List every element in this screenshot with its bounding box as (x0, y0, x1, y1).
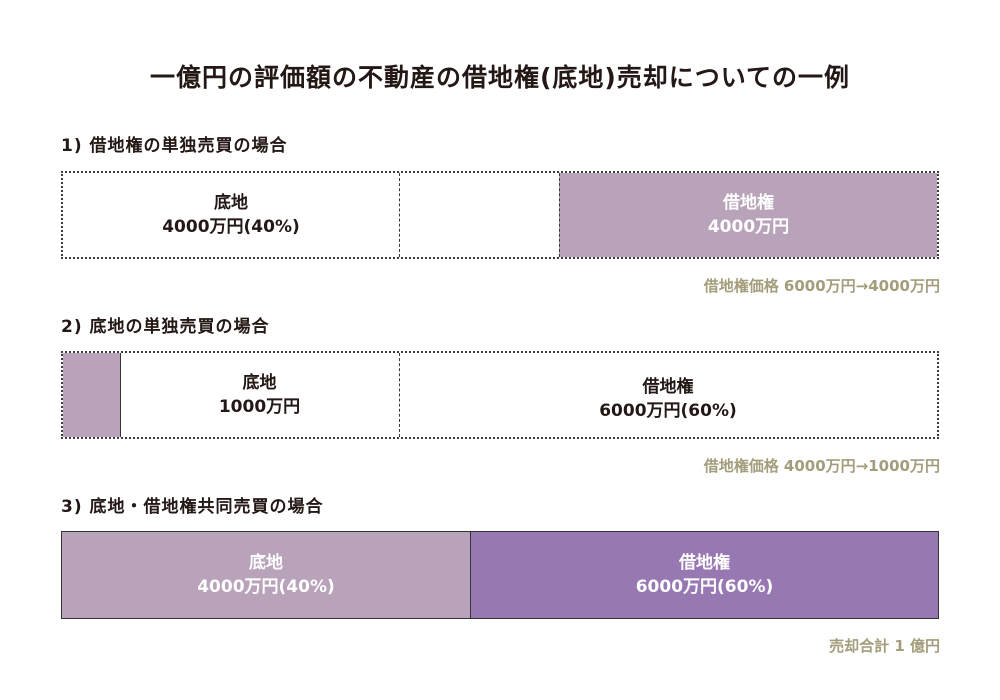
case1-heading: 1) 借地権の単独売買の場合 (61, 136, 288, 156)
case3-heading: 3) 底地・借地権共同売買の場合 (61, 497, 324, 517)
case2-bar: 底地 1000万円 借地権 6000万円(60%) (61, 351, 939, 439)
case3-leasehold-segment: 借地権 6000万円(60%) (470, 532, 938, 618)
case2-leasehold-segment: 借地権 6000万円(60%) (399, 353, 937, 437)
case1-note: 借地権価格 6000万円→4000万円 (703, 277, 940, 295)
case1-leasehold-label: 借地権 (723, 193, 774, 213)
case3-leasehold-label: 借地権 (679, 553, 730, 573)
case2-divider (399, 353, 400, 437)
case2-land-segment: 底地 1000万円 (120, 353, 399, 437)
case1-land-value: 4000万円(40%) (162, 217, 300, 237)
case1-land-label: 底地 (214, 193, 248, 213)
case1-bar: 底地 4000万円(40%) 借地権 4000万円 (61, 171, 939, 259)
case3-note: 売却合計 1 億円 (829, 637, 940, 655)
diagram-title: 一億円の評価額の不動産の借地権(底地)売却についての一例 (149, 63, 851, 92)
case2-land-label: 底地 (242, 373, 277, 393)
case2-land-fill (63, 353, 121, 437)
case1-land-segment: 底地 4000万円(40%) (63, 173, 399, 257)
case2-heading: 2) 底地の単独売買の場合 (61, 317, 270, 337)
case1-divider (399, 173, 400, 257)
case1-leasehold-segment: 借地権 4000万円 (559, 173, 937, 257)
case3-land-segment: 底地 4000万円(40%) (62, 532, 470, 618)
case2-leasehold-label: 借地権 (642, 377, 694, 397)
case3-leasehold-value: 6000万円(60%) (635, 577, 774, 597)
case1-leasehold-value: 4000万円 (707, 217, 790, 237)
case2-note: 借地権価格 4000万円→1000万円 (703, 457, 940, 475)
case2-leasehold-value: 6000万円(60%) (599, 401, 737, 421)
case3-land-label: 底地 (249, 553, 283, 573)
case3-bar: 底地 4000万円(40%) 借地権 6000万円(60%) (61, 531, 939, 619)
case2-land-value: 1000万円 (218, 397, 301, 417)
case3-land-value: 4000万円(40%) (197, 577, 335, 597)
